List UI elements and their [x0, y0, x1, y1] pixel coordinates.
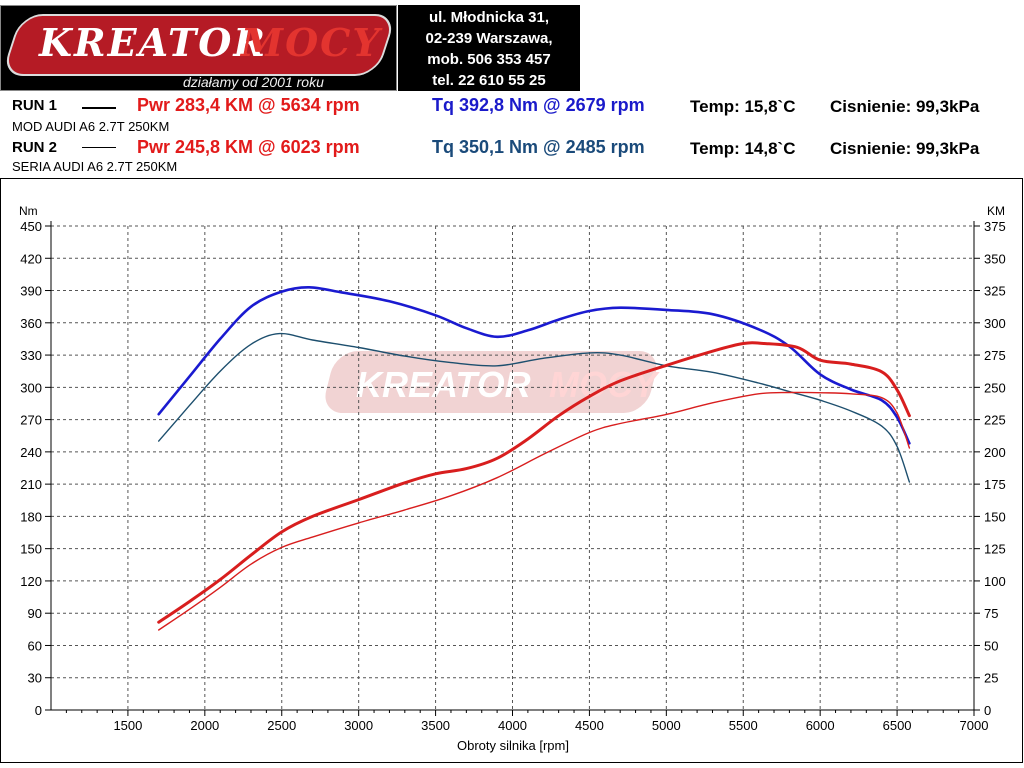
chart-grid: [51, 225, 974, 710]
series-run2-torque: [158, 332, 911, 483]
x-tick-label: 2000: [190, 718, 219, 733]
x-tick-label: 1500: [113, 718, 142, 733]
y-left-tick-label: 240: [20, 445, 42, 460]
x-axis-label: Obroty silnika [rpm]: [457, 738, 569, 753]
y-left-tick-label: 90: [28, 606, 42, 621]
svg-text:KREATOR: KREATOR: [356, 364, 531, 405]
y-right-tick-label: 275: [984, 348, 1006, 363]
y-axis-left-label: Nm: [19, 204, 38, 218]
y-right-tick-label: 125: [984, 542, 1006, 557]
x-tick-label: 6500: [883, 718, 912, 733]
x-tick-label: 5000: [652, 718, 681, 733]
y-right-tick-label: 250: [984, 380, 1006, 395]
run1-label: RUN 1: [12, 97, 58, 114]
x-tick-label: 3500: [421, 718, 450, 733]
address-block: ul. Młodnicka 31, 02-239 Warszawa, mob. …: [398, 5, 580, 91]
run1-pressure: Cisnienie: 99,3kPa: [830, 97, 980, 116]
y-left-tick-label: 360: [20, 316, 42, 331]
x-tick-label: 3000: [344, 718, 373, 733]
y-right-tick-label: 0: [984, 703, 991, 718]
series-run1-power: [157, 341, 911, 624]
y-right-tick-label: 150: [984, 509, 1006, 524]
y-left-tick-label: 300: [20, 380, 42, 395]
series-run2-power: [158, 391, 911, 631]
run1-legend-line: [82, 107, 116, 109]
y-left-tick-label: 0: [35, 703, 42, 718]
y-right-tick-label: 100: [984, 574, 1006, 589]
run1-temperature: Temp: 15,8`C: [690, 97, 796, 116]
y-left-tick-label: 180: [20, 509, 42, 524]
address-line: tel. 22 610 55 25: [432, 72, 546, 89]
x-tick-label: 2500: [267, 718, 296, 733]
y-right-tick-label: 350: [984, 251, 1006, 266]
address-line: mob. 506 353 457: [427, 51, 551, 68]
logo-wordmark-accent: MOCY: [241, 20, 382, 65]
run1-power: Pwr 283,4 KM @ 5634 rpm: [137, 95, 360, 115]
kreator-mocy-logo: KREATOR MOCY działamy od 2001 roku: [0, 5, 397, 91]
run2-torque: Tq 350,1 Nm @ 2485 rpm: [432, 137, 645, 157]
run2-legend-line: [82, 147, 116, 148]
address-line: 02-239 Warszawa,: [425, 30, 553, 47]
dyno-chart: KREATOR MOCY 1500 2000 2500 3000 3500 4000 450…: [19, 204, 1006, 753]
run2-label: RUN 2: [12, 139, 58, 156]
y-left-tick-label: 390: [20, 284, 42, 299]
y-left-tick-label: 210: [20, 477, 42, 492]
y-left-tick-label: 330: [20, 348, 42, 363]
address-line: ul. Młodnicka 31,: [428, 9, 550, 26]
svg-text:MOCY: MOCY: [549, 364, 660, 405]
y-right-tick-label: 325: [984, 284, 1006, 299]
run1-description: MOD AUDI A6 2.7T 250KM: [12, 119, 170, 134]
run1-torque: Tq 392,8 Nm @ 2679 rpm: [432, 95, 645, 115]
logo-tagline: działamy od 2001 roku: [183, 74, 324, 90]
y-right-tick-label: 50: [984, 638, 998, 653]
x-tick-label: 7000: [960, 718, 989, 733]
y-axis-right-label: KM: [987, 204, 1005, 218]
y-left-tick-label: 270: [20, 413, 42, 428]
y-left-tick-label: 150: [20, 542, 42, 557]
y-right-tick-label: 200: [984, 445, 1006, 460]
chart-series: [157, 285, 911, 631]
y-left-tick-label: 420: [20, 251, 42, 266]
x-tick-label: 6000: [806, 718, 835, 733]
run2-temperature: Temp: 14,8`C: [690, 139, 796, 158]
y-left-tick-label: 60: [28, 638, 42, 653]
chart-ticks: 1500 2000 2500 3000 3500 4000 4500 5000 5500 6000…: [20, 219, 1005, 733]
run2-description: SERIA AUDI A6 2.7T 250KM: [12, 159, 178, 174]
logo-wordmark: KREATOR: [39, 20, 267, 65]
x-tick-label: 5500: [729, 718, 758, 733]
watermark-logo: KREATOR MOCY: [325, 351, 660, 413]
y-left-tick-label: 450: [20, 219, 42, 234]
y-right-tick-label: 225: [984, 413, 1006, 428]
dyno-chart-frame: KREATOR MOCY 1500 2000 2500 3000 3500 4000 450…: [0, 178, 1023, 763]
run2-pressure: Cisnienie: 99,3kPa: [830, 139, 980, 158]
x-tick-label: 4000: [498, 718, 527, 733]
y-right-tick-label: 25: [984, 671, 998, 686]
run2-power: Pwr 245,8 KM @ 6023 rpm: [137, 137, 360, 157]
x-tick-label: 4500: [575, 718, 604, 733]
y-left-tick-label: 120: [20, 574, 42, 589]
y-right-tick-label: 375: [984, 219, 1006, 234]
y-right-tick-label: 300: [984, 316, 1006, 331]
y-right-tick-label: 75: [984, 606, 998, 621]
y-right-tick-label: 175: [984, 477, 1006, 492]
y-left-tick-label: 30: [28, 671, 42, 686]
series-run1-torque: [157, 285, 911, 445]
